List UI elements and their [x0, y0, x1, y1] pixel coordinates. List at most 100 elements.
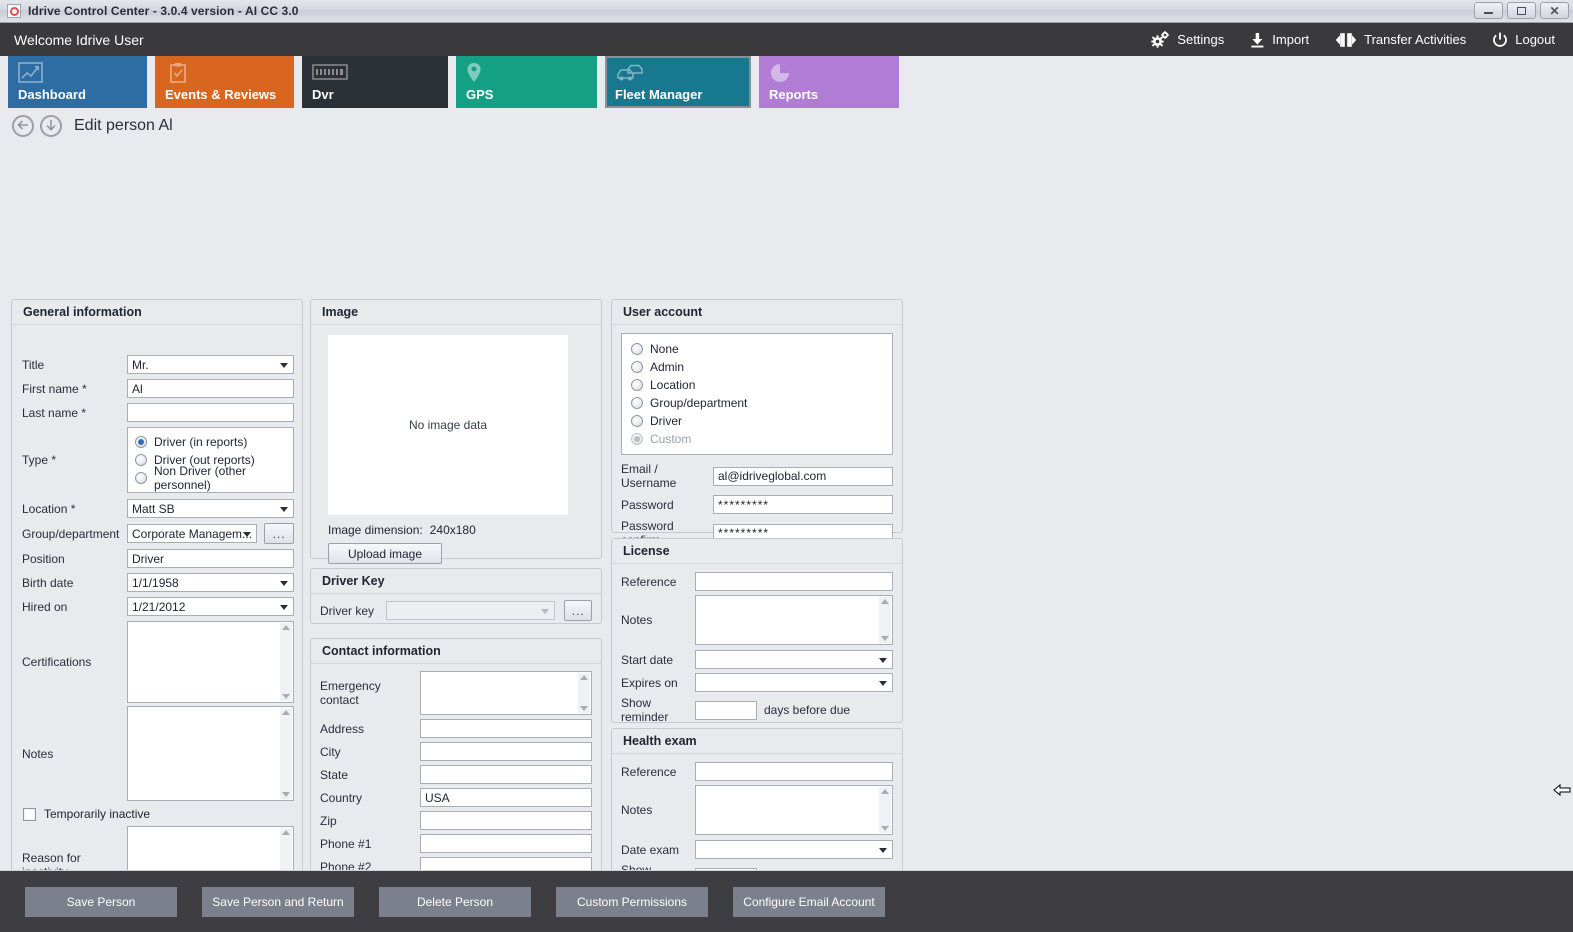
logout-label: Logout [1515, 32, 1555, 47]
welcome-message: Welcome Idrive User [14, 31, 144, 48]
state-input[interactable] [420, 765, 592, 784]
nav-tab-fleet-manager[interactable]: Fleet Manager [605, 56, 751, 108]
transfer-activities-button[interactable]: Transfer Activities [1335, 32, 1466, 48]
scroll-down-icon[interactable] [881, 826, 889, 831]
settings-label: Settings [1177, 32, 1225, 47]
collapse-button[interactable] [40, 115, 62, 137]
label-type: Type * [22, 453, 57, 467]
license-start-date-picker[interactable] [695, 650, 893, 669]
last-name-input[interactable] [127, 403, 294, 422]
email-username-input[interactable]: al@idriveglobal.com [713, 466, 893, 486]
date-exam-picker[interactable] [695, 840, 893, 859]
title-combobox[interactable]: Mr. [127, 355, 294, 374]
health-reference-input[interactable] [695, 762, 893, 781]
nav-tab-dashboard[interactable]: Dashboard [8, 56, 147, 108]
license-notes-textarea[interactable] [695, 595, 893, 645]
save-person-and-return-button[interactable]: Save Person and Return [202, 886, 354, 917]
health-notes-textarea[interactable] [695, 785, 893, 835]
window-title-bar: Idrive Control Center - 3.0.4 version - … [0, 0, 1573, 23]
scroll-up-icon[interactable] [282, 830, 290, 835]
role-radio-location[interactable]: Location [631, 376, 883, 394]
settings-button[interactable]: Settings [1150, 31, 1224, 48]
role-radio-group-department[interactable]: Group/department [631, 394, 883, 412]
transfer-icon [1335, 32, 1357, 48]
position-value: Driver [132, 551, 164, 566]
license-expires-on-picker[interactable] [695, 673, 893, 692]
close-button[interactable]: ✕ [1540, 2, 1569, 19]
scroll-down-icon[interactable] [282, 792, 290, 797]
license-reference-input[interactable] [695, 572, 893, 591]
first-name-input[interactable]: Al [127, 379, 294, 398]
role-radio-admin[interactable]: Admin [631, 358, 883, 376]
nav-tab-events-reviews[interactable]: Events & Reviews [155, 56, 294, 108]
type-radio-non-driver[interactable]: Non Driver (other personnel) [135, 464, 286, 492]
custom-permissions-button[interactable]: Custom Permissions [556, 886, 708, 917]
driver-key-combobox[interactable] [386, 601, 556, 620]
logout-button[interactable]: Logout [1492, 32, 1555, 48]
certifications-scrollbar[interactable] [280, 623, 292, 701]
reason-inactivity-value [128, 827, 293, 831]
role-radio-none[interactable]: None [631, 340, 883, 358]
phone-1-input[interactable] [420, 834, 592, 853]
import-button[interactable]: Import [1250, 32, 1309, 48]
emergency-contact-textarea[interactable] [420, 671, 592, 715]
license-notes-scrollbar[interactable] [879, 597, 891, 643]
image-placeholder-text: No image data [408, 418, 488, 432]
type-radio-driver-out-reports[interactable]: Driver (out reports) [135, 451, 286, 469]
scroll-up-icon[interactable] [282, 625, 290, 630]
upload-image-button[interactable]: Upload image [328, 543, 442, 564]
scroll-up-icon[interactable] [881, 599, 889, 604]
location-combobox[interactable]: Matt SB [127, 499, 294, 518]
label-location: Location * [22, 501, 76, 516]
panel-general-information: General information Title Mr. First name… [11, 299, 303, 903]
role-radio-driver[interactable]: Driver [631, 412, 883, 430]
save-person-button[interactable]: Save Person [25, 886, 177, 917]
label-group-department: Group/department [22, 526, 120, 541]
scroll-up-icon[interactable] [580, 675, 588, 680]
password-input[interactable]: ********* [713, 495, 893, 514]
scroll-down-icon[interactable] [282, 694, 290, 699]
health-notes-scrollbar[interactable] [879, 787, 891, 833]
position-input[interactable]: Driver [127, 549, 294, 568]
scroll-up-icon[interactable] [282, 710, 290, 715]
notes-textarea[interactable] [127, 706, 294, 801]
configure-email-account-button[interactable]: Configure Email Account [733, 886, 885, 917]
label-health-notes: Notes [621, 803, 653, 817]
back-button[interactable] [12, 115, 34, 137]
license-reminder-input[interactable] [695, 700, 757, 720]
delete-person-button[interactable]: Delete Person [379, 886, 531, 917]
hired-on-picker[interactable]: 1/21/2012 [127, 597, 294, 616]
temporarily-inactive-checkbox[interactable]: Temporarily inactive [23, 807, 294, 821]
country-input[interactable]: USA [420, 788, 592, 807]
scroll-down-icon[interactable] [881, 636, 889, 641]
scroll-up-icon[interactable] [881, 789, 889, 794]
label-driver-key: Driver key [320, 603, 375, 618]
chevron-down-icon [280, 362, 288, 368]
role-radio-custom: Custom [631, 430, 883, 448]
driver-key-browse-button[interactable]: ... [564, 600, 592, 621]
nav-tab-reports[interactable]: Reports [759, 56, 899, 108]
label-city: City [320, 744, 341, 759]
password-confirm-input[interactable]: ********* [713, 523, 893, 543]
minimize-button[interactable] [1474, 2, 1503, 19]
nav-tab-dvr[interactable]: Dvr [302, 56, 448, 108]
label-birth-date: Birth date [22, 575, 74, 590]
group-department-combobox[interactable]: Corporate Managem... [127, 524, 258, 543]
certifications-textarea[interactable] [127, 621, 294, 703]
address-input[interactable] [420, 719, 592, 738]
chevron-down-icon [879, 657, 887, 663]
city-input[interactable] [420, 742, 592, 761]
notes-scrollbar[interactable] [280, 708, 292, 799]
birth-date-picker[interactable]: 1/1/1958 [127, 573, 294, 592]
group-department-browse-button[interactable]: ... [264, 523, 294, 544]
type-radio-driver-out-reports-label: Driver (out reports) [154, 453, 255, 467]
scroll-down-icon[interactable] [580, 706, 588, 711]
zip-input[interactable] [420, 811, 592, 830]
top-header-bar: Welcome Idrive User Settings [0, 23, 1573, 56]
label-license-notes: Notes [621, 613, 653, 627]
nav-tab-gps[interactable]: GPS [456, 56, 597, 108]
emergency-contact-scrollbar[interactable] [578, 673, 590, 713]
window-controls: ✕ [1474, 2, 1569, 19]
type-radio-driver-in-reports[interactable]: Driver (in reports) [135, 433, 286, 451]
maximize-button[interactable] [1507, 2, 1536, 19]
